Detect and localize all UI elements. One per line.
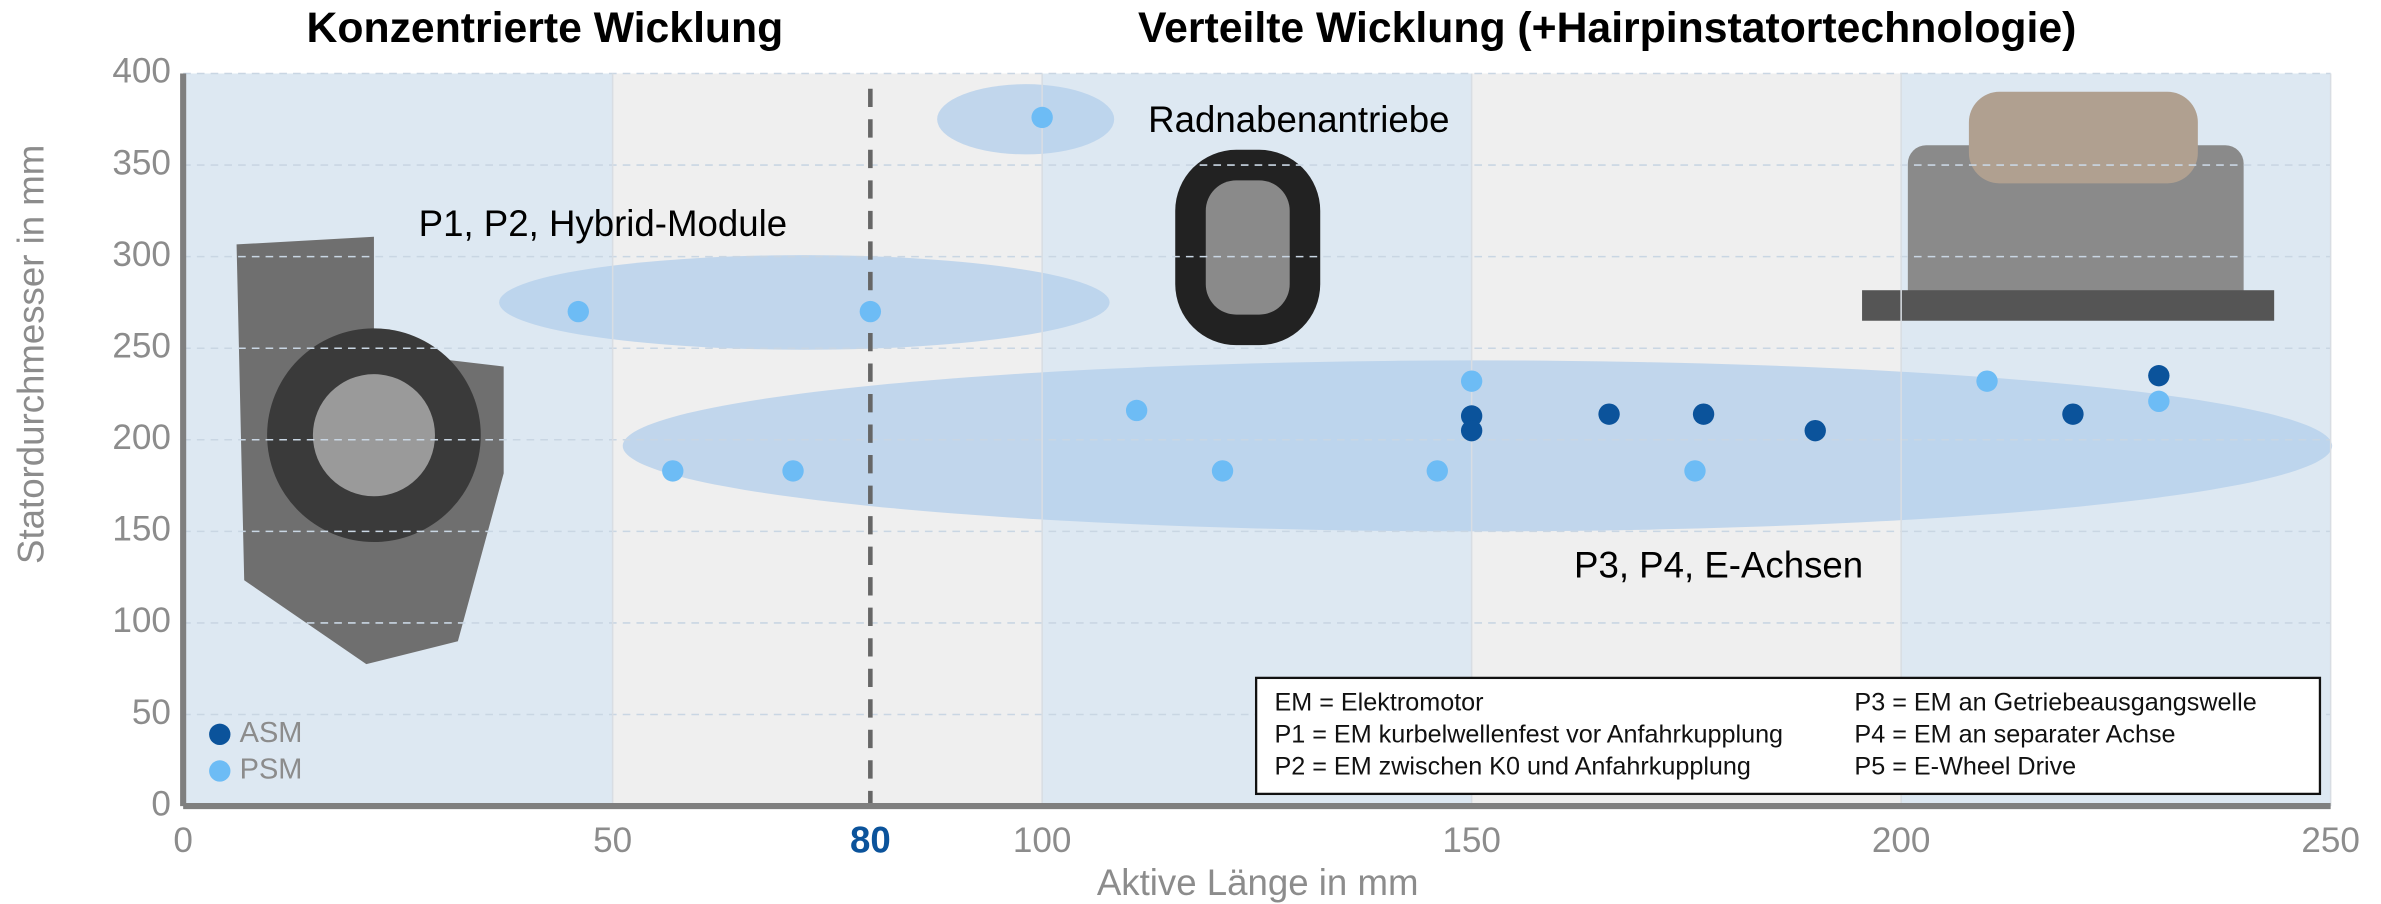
data-point <box>1976 370 1997 391</box>
data-point <box>1461 420 1482 441</box>
data-point <box>1693 403 1714 424</box>
y-tick-label: 300 <box>112 235 171 274</box>
data-point <box>2148 391 2169 412</box>
section-title: Konzentrierte Wicklung <box>307 4 784 52</box>
chart: 0 50 100 150 200 250 300 350 400 0 50 100 150 200 250 8… <box>0 0 2381 904</box>
legend-marker <box>209 724 230 745</box>
reference-label: 80 <box>850 819 891 860</box>
note-text: EM = Elektromotor <box>1274 688 1483 716</box>
data-point <box>568 301 589 322</box>
highlight-ellipse <box>937 84 1114 154</box>
y-tick-label: 100 <box>112 601 171 640</box>
data-point <box>1598 403 1619 424</box>
x-tick-label: 50 <box>593 821 632 860</box>
legend-marker <box>209 760 230 781</box>
x-axis-label: Aktive Länge in mm <box>1097 862 1419 903</box>
data-point <box>1126 400 1147 421</box>
note-text: P4 = EM an separater Achse <box>1854 721 2175 749</box>
x-tick-label: 0 <box>173 821 193 860</box>
data-point <box>1461 370 1482 391</box>
data-point <box>2062 403 2083 424</box>
data-point <box>1212 460 1233 481</box>
annotation: P1, P2, Hybrid-Module <box>419 203 787 244</box>
y-tick-label: 400 <box>112 52 171 91</box>
note-text: P3 = EM an Getriebeausgangswelle <box>1854 688 2256 716</box>
annotation: Radnabenantriebe <box>1148 99 1449 140</box>
data-point <box>2148 365 2169 386</box>
data-point <box>1031 107 1052 128</box>
data-point <box>1805 420 1826 441</box>
note-text: P5 = E-Wheel Drive <box>1854 753 2076 781</box>
note-text: P2 = EM zwischen K0 und Anfahrkupplung <box>1274 753 1750 781</box>
section-title: Verteilte Wicklung (+Hairpinstatortechno… <box>1138 4 2076 52</box>
y-tick-label: 150 <box>112 510 171 549</box>
y-tick-label: 250 <box>112 326 171 365</box>
legend-label: ASM <box>240 717 303 749</box>
annotation: P3, P4, E-Achsen <box>1574 545 1863 586</box>
data-point <box>662 460 683 481</box>
data-point <box>860 301 881 322</box>
y-tick-label: 0 <box>151 784 171 823</box>
y-tick-label: 50 <box>132 693 171 732</box>
x-tick-label: 200 <box>1872 821 1931 860</box>
data-point <box>1684 460 1705 481</box>
y-axis-label: Statordurchmesser in mm <box>10 145 51 564</box>
x-tick-label: 250 <box>2301 821 2360 860</box>
x-tick-label: 150 <box>1442 821 1501 860</box>
x-tick-label: 100 <box>1013 821 1072 860</box>
y-tick-label: 200 <box>112 418 171 457</box>
highlight-ellipse <box>499 255 1110 350</box>
data-point <box>782 460 803 481</box>
note-text: P1 = EM kurbelwellenfest vor Anfahrkuppl… <box>1274 721 1783 749</box>
data-point <box>1427 460 1448 481</box>
legend-label: PSM <box>240 754 303 786</box>
wheel-illustration <box>1175 150 1320 345</box>
y-tick-label: 350 <box>112 143 171 182</box>
